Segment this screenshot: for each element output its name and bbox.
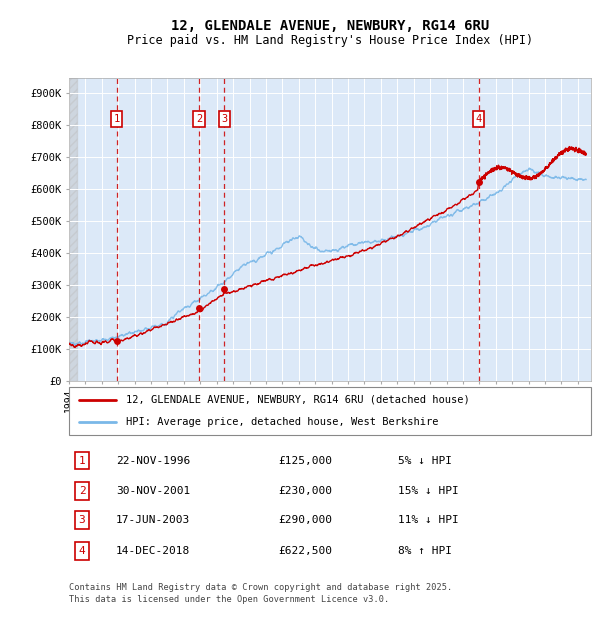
Text: Price paid vs. HM Land Registry's House Price Index (HPI): Price paid vs. HM Land Registry's House … [127,34,533,46]
Text: 12, GLENDALE AVENUE, NEWBURY, RG14 6RU (detached house): 12, GLENDALE AVENUE, NEWBURY, RG14 6RU (… [127,395,470,405]
Text: HPI: Average price, detached house, West Berkshire: HPI: Average price, detached house, West… [127,417,439,427]
Text: 17-JUN-2003: 17-JUN-2003 [116,515,190,525]
Text: £230,000: £230,000 [278,486,332,496]
Text: 14-DEC-2018: 14-DEC-2018 [116,546,190,556]
Text: 8% ↑ HPI: 8% ↑ HPI [398,546,452,556]
Text: 12, GLENDALE AVENUE, NEWBURY, RG14 6RU: 12, GLENDALE AVENUE, NEWBURY, RG14 6RU [171,19,489,33]
Text: This data is licensed under the Open Government Licence v3.0.: This data is licensed under the Open Gov… [69,595,389,604]
Text: £125,000: £125,000 [278,456,332,466]
Text: 2: 2 [196,114,202,124]
Text: 1: 1 [113,114,120,124]
Text: 3: 3 [79,515,85,525]
Text: 5% ↓ HPI: 5% ↓ HPI [398,456,452,466]
Text: 3: 3 [221,114,227,124]
Text: 2: 2 [79,486,85,496]
Text: £290,000: £290,000 [278,515,332,525]
Text: 15% ↓ HPI: 15% ↓ HPI [398,486,458,496]
Text: £622,500: £622,500 [278,546,332,556]
Text: Contains HM Land Registry data © Crown copyright and database right 2025.: Contains HM Land Registry data © Crown c… [69,583,452,592]
Bar [69,78,77,381]
Text: 4: 4 [79,546,85,556]
Text: 30-NOV-2001: 30-NOV-2001 [116,486,190,496]
Text: 4: 4 [476,114,482,124]
Text: 22-NOV-1996: 22-NOV-1996 [116,456,190,466]
Text: 11% ↓ HPI: 11% ↓ HPI [398,515,458,525]
Text: 1: 1 [79,456,85,466]
